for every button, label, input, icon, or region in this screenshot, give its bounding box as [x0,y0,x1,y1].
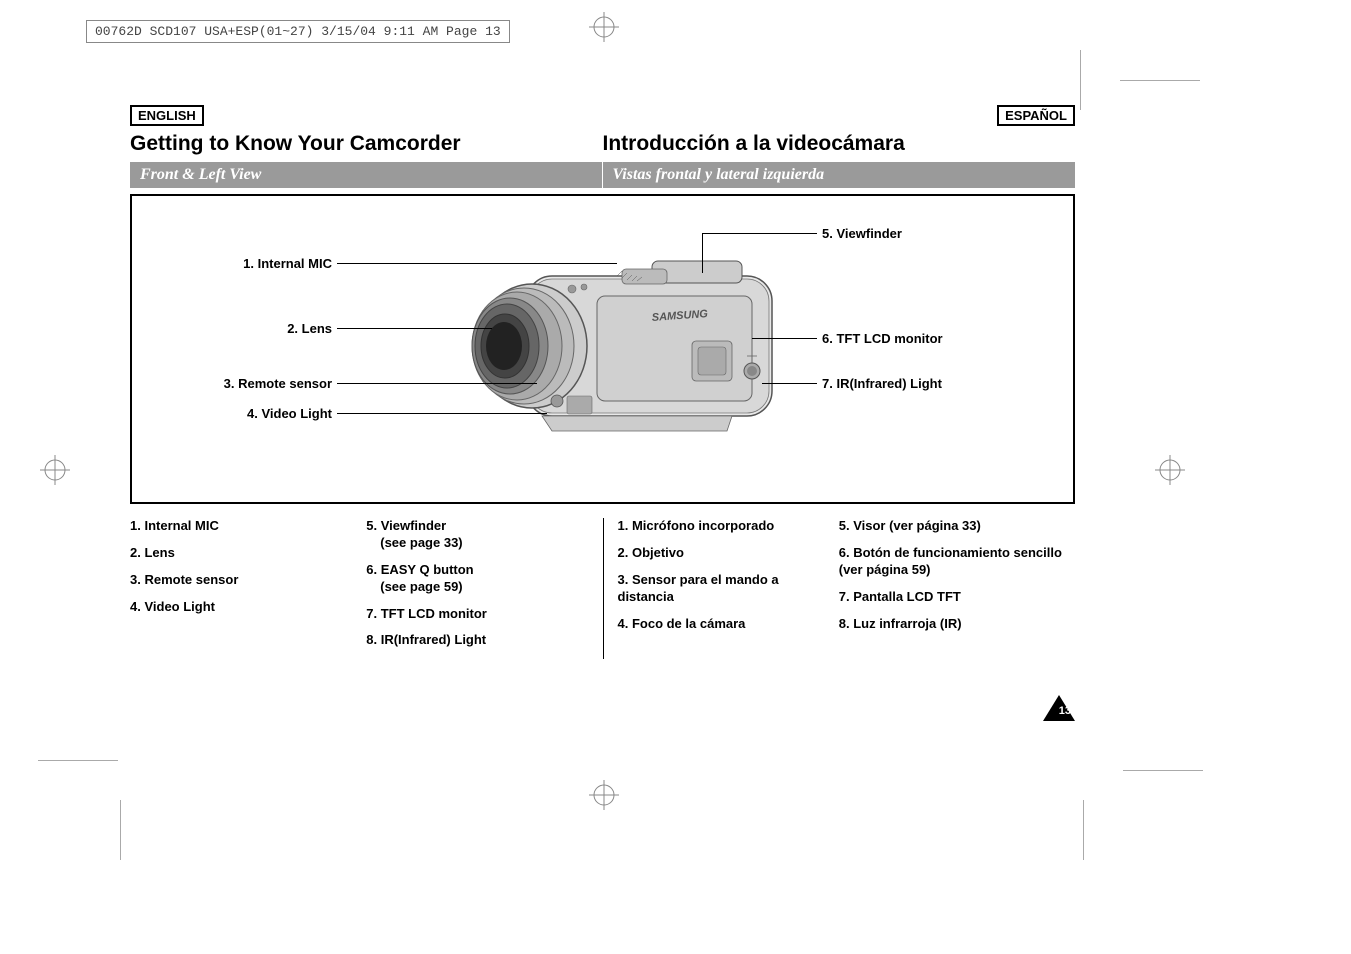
diagram-box: SAMSUNG [130,194,1075,504]
label-line [762,383,817,384]
spec-item: 4. Video Light [130,599,358,616]
crop-mark-top-right-v [1080,50,1081,110]
spec-item: 6. Botón de funcionamiento sencillo (ver… [839,545,1067,579]
title-english: Getting to Know Your Camcorder [130,132,603,156]
diagram-label-1: 1. Internal MIC [212,256,332,271]
spec-section: 1. Internal MIC 2. Lens 3. Remote sensor… [130,518,1075,659]
diagram-label-2: 2. Lens [262,321,332,336]
file-info-header: 00762D SCD107 USA+ESP(01~27) 3/15/04 9:1… [86,20,510,43]
crop-mark-right [1155,455,1185,485]
label-line [337,413,547,414]
crop-mark-top-right-h [1120,80,1200,81]
spec-item: 5. Viewfinder (see page 33) [366,518,594,552]
spec-item: 6. EASY Q button (see page 59) [366,562,594,596]
label-line [337,383,537,384]
spec-item: 2. Objetivo [618,545,831,562]
spec-item: 7. Pantalla LCD TFT [839,589,1067,606]
label-line [702,233,703,273]
label-line [337,263,617,264]
header-left: ENGLISH Getting to Know Your Camcorder [130,105,603,160]
diagram-label-3: 3. Remote sensor [192,376,332,391]
diagram-label-6: 6. TFT LCD monitor [822,331,943,346]
subtitle-bar: Front & Left View Vistas frontal y later… [130,162,1075,188]
page-content: ENGLISH Getting to Know Your Camcorder E… [130,105,1075,659]
crop-mark-top [589,12,619,42]
spec-item: 2. Lens [130,545,358,562]
subtitle-spanish: Vistas frontal y lateral izquierda [603,162,1076,188]
spec-col-es-1: 1. Micrófono incorporado 2. Objetivo 3. … [603,518,839,659]
crop-mark-br-h [1123,770,1203,771]
spec-item: 8. IR(Infrared) Light [366,632,594,649]
subtitle-english: Front & Left View [130,162,603,188]
camcorder-illustration: SAMSUNG [422,241,782,451]
label-line [337,328,492,329]
header: ENGLISH Getting to Know Your Camcorder E… [130,105,1075,160]
crop-mark-bl-h [38,760,118,761]
spec-col-es-2: 5. Visor (ver página 33) 6. Botón de fun… [839,518,1075,659]
title-spanish: Introducción a la videocámara [603,132,1076,156]
spec-item: 3. Sensor para el mando a distancia [618,572,831,606]
spec-item: 3. Remote sensor [130,572,358,589]
crop-mark-left [40,455,70,485]
lang-tag-spanish: ESPAÑOL [997,105,1075,126]
crop-mark-br-v [1083,800,1084,860]
spec-item: 1. Micrófono incorporado [618,518,831,535]
spec-item: 4. Foco de la cámara [618,616,831,633]
crop-mark-bottom [589,780,619,810]
spec-item: 1. Internal MIC [130,518,358,535]
crop-mark-bl-v [120,800,121,860]
label-line [752,338,817,339]
spec-col-en-2: 5. Viewfinder (see page 33) 6. EASY Q bu… [366,518,602,659]
spec-item: 8. Luz infrarroja (IR) [839,616,1067,633]
diagram-label-4: 4. Video Light [212,406,332,421]
spec-item: 5. Visor (ver página 33) [839,518,1067,535]
header-right: ESPAÑOL Introducción a la videocámara [603,105,1076,160]
spec-col-en-1: 1. Internal MIC 2. Lens 3. Remote sensor… [130,518,366,659]
lang-tag-english: ENGLISH [130,105,204,126]
label-line [702,233,817,234]
spec-item: 7. TFT LCD monitor [366,606,594,623]
diagram-label-5: 5. Viewfinder [822,226,902,241]
diagram-label-7: 7. IR(Infrared) Light [822,376,942,391]
